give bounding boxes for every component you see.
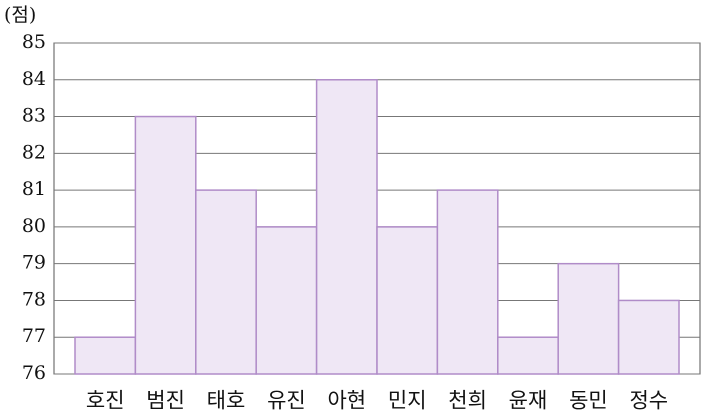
x-tick-label: 민지 <box>388 389 427 413</box>
bar <box>315 79 378 375</box>
bar <box>134 115 197 375</box>
y-axis-label: (점) <box>4 4 36 26</box>
x-tick-label: 천희 <box>448 389 487 413</box>
y-tick-label: 85 <box>22 31 46 53</box>
y-tick-label: 78 <box>22 288 46 310</box>
x-tick-label: 유진 <box>267 389 306 413</box>
bar <box>617 299 680 375</box>
y-tick-label: 83 <box>22 105 46 127</box>
bar <box>195 189 257 375</box>
x-tick-label: 범진 <box>146 389 185 413</box>
x-tick-label: 동민 <box>569 389 608 413</box>
x-tick-label: 아현 <box>327 389 366 413</box>
x-tick-label: 호진 <box>86 389 125 413</box>
x-tick-label: 정수 <box>629 389 668 413</box>
bar <box>255 226 318 375</box>
bar <box>436 189 499 375</box>
x-tick-label: 태호 <box>207 389 246 413</box>
y-tick-label: 84 <box>22 68 46 90</box>
bar <box>557 262 620 375</box>
y-tick-label: 82 <box>22 141 46 163</box>
x-tick-label: 윤재 <box>509 389 548 413</box>
y-tick-label: 76 <box>22 362 46 384</box>
y-tick-label: 80 <box>22 215 46 237</box>
bar <box>74 336 137 375</box>
bar <box>497 336 559 375</box>
y-tick-label: 81 <box>22 178 46 200</box>
y-tick-label: 77 <box>22 325 46 347</box>
y-tick-label: 79 <box>22 252 46 274</box>
bar <box>376 226 439 375</box>
